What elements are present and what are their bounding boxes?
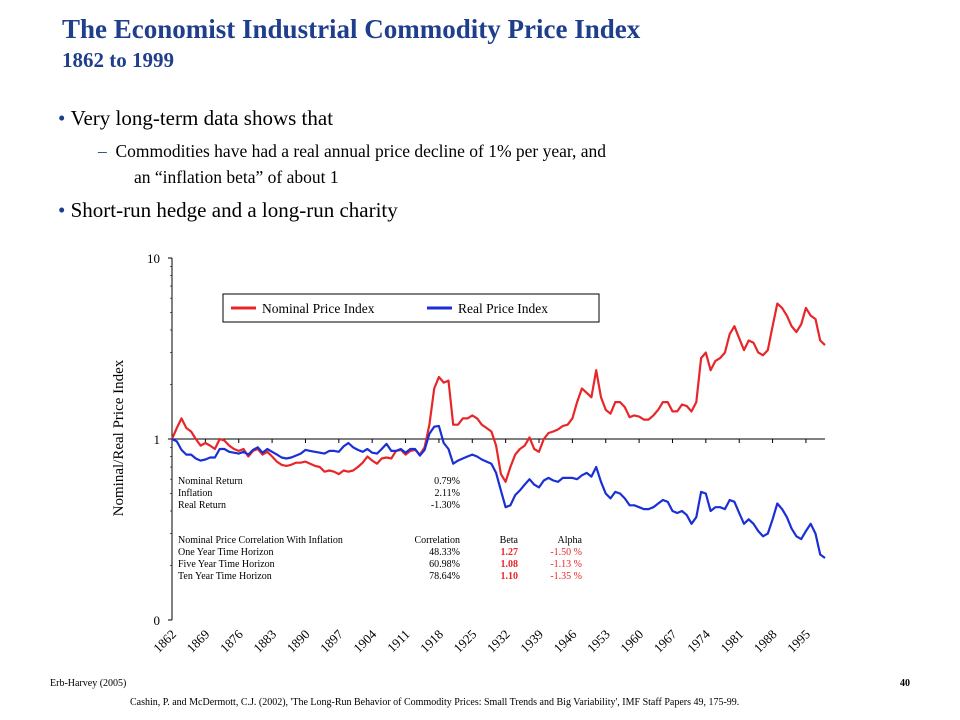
stats-header-beta: Beta — [500, 535, 519, 546]
stats-row-label: Nominal Return — [178, 476, 243, 487]
x-tick-label: 1967 — [651, 626, 680, 655]
real-series-line — [171, 424, 826, 559]
page-number: 40 — [900, 678, 910, 689]
x-tick-label: 1960 — [617, 627, 646, 656]
stats-alpha-value: -1.50 % — [550, 547, 582, 558]
x-tick-label: 1988 — [751, 627, 780, 656]
x-tick-label: 1862 — [150, 627, 179, 656]
sub-bullet-continuation: an “inflation beta” of about 1 — [134, 167, 339, 187]
legend-label-nominal: Nominal Price Index — [262, 301, 375, 316]
nominal-series-line — [170, 302, 826, 483]
x-tick-label: 1925 — [450, 627, 479, 656]
stats-beta-value: 1.27 — [501, 547, 519, 558]
x-tick-label: 1876 — [217, 626, 246, 655]
y-tick-label: 0 — [154, 613, 161, 628]
stats-header-label: Nominal Price Correlation With Inflation — [178, 535, 343, 546]
bullet-text: Short-run hedge and a long-run charity — [70, 198, 398, 222]
stats-beta-value: 1.08 — [501, 559, 519, 570]
x-tick-label: 1883 — [250, 627, 279, 656]
x-tick-label: 1911 — [384, 627, 413, 656]
x-tick-label: 1953 — [584, 627, 613, 656]
stats-alpha-value: -1.13 % — [550, 559, 582, 570]
bullet-text: Very long-term data shows that — [70, 106, 334, 130]
stats-row-value: 0.79% — [434, 476, 460, 487]
y-tick-label: 1 — [154, 432, 161, 447]
x-tick-label: 1918 — [417, 627, 446, 656]
stats-alpha-value: -1.35 % — [550, 571, 582, 582]
stats-row-value: 2.11% — [435, 488, 460, 499]
x-tick-label: 1939 — [517, 627, 546, 656]
legend-label-real: Real Price Index — [458, 301, 548, 316]
sub-bullet-item: – Commodities have had a real annual pri… — [58, 138, 918, 164]
x-tick-label: 1974 — [684, 626, 713, 655]
legend-box — [222, 293, 600, 323]
stats-header-correlation: Correlation — [414, 535, 460, 546]
footer-author: Erb-Harvey (2005) — [50, 678, 127, 689]
stats-header-alpha: Alpha — [558, 535, 583, 546]
sub-bullet-text: Commodities have had a real annual price… — [115, 141, 607, 161]
x-tick-label: 1946 — [551, 626, 580, 655]
stats-row-value: -1.30% — [431, 500, 460, 511]
x-tick-label: 1932 — [484, 627, 513, 656]
footer-citation: Cashin, P. and McDermott, C.J. (2002), '… — [130, 697, 740, 708]
y-axis-label: Nominal/Real Price Index — [111, 359, 127, 516]
stats-correlation-value: 60.98% — [429, 559, 460, 570]
x-tick-label: 1981 — [717, 627, 746, 656]
bullet-marker: • — [58, 198, 66, 222]
x-tick-label: 1995 — [784, 627, 813, 656]
bullet-item: • Very long-term data shows that — [58, 104, 918, 138]
bullet-item: • Short-run hedge and a long-run charity — [58, 196, 918, 230]
stats-row-label: Inflation — [178, 488, 212, 499]
y-tick-label: 10 — [147, 251, 160, 266]
stats-horizon-label: Five Year Time Horizon — [178, 559, 275, 570]
sub-bullet-marker: – — [98, 141, 107, 161]
x-tick-label: 1869 — [183, 627, 212, 656]
stats-horizon-label: One Year Time Horizon — [178, 547, 274, 558]
stats-row-label: Real Return — [178, 500, 226, 511]
stats-correlation-value: 78.64% — [429, 571, 460, 582]
slide-title: The Economist Industrial Commodity Price… — [62, 14, 641, 44]
bullet-list: • Very long-term data shows that – Commo… — [58, 104, 918, 230]
slide-subtitle: 1862 to 1999 — [62, 48, 174, 72]
stats-beta-value: 1.10 — [501, 571, 519, 582]
x-tick-label: 1890 — [284, 627, 313, 656]
stats-correlation-value: 48.33% — [429, 547, 460, 558]
x-tick-label: 1904 — [350, 626, 379, 655]
bullet-marker: • — [58, 106, 66, 130]
stats-horizon-label: Ten Year Time Horizon — [178, 571, 272, 582]
x-tick-label: 1897 — [317, 626, 346, 655]
